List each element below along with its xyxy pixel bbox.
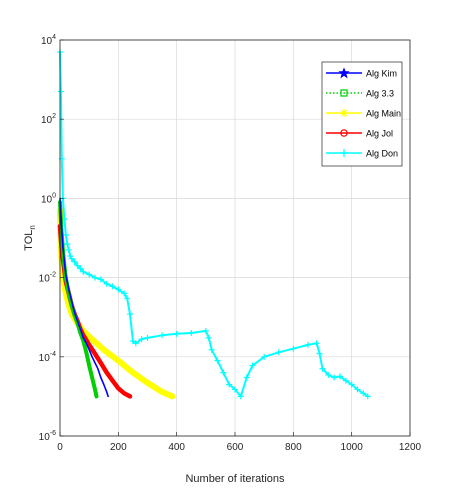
series-point-alg-don	[290, 345, 297, 352]
series-point-alg-don	[226, 381, 233, 388]
series-point-alg-don	[205, 334, 212, 341]
series-point-alg-don	[92, 274, 98, 281]
series-point-alg-don	[304, 341, 311, 348]
y-tick-exponent: 2	[52, 113, 56, 120]
y-tick-label: 102	[41, 113, 56, 126]
series-point-alg-don	[132, 340, 139, 347]
y-axis-title-main: TOL	[23, 230, 35, 251]
series-point-alg-don	[159, 332, 166, 339]
series-point-alg-don	[97, 276, 104, 283]
y-tick-base: 10	[39, 353, 51, 364]
legend-label-alg-main: Alg Main	[366, 109, 401, 119]
y-tick-base: 10	[41, 194, 53, 205]
series-layer	[57, 48, 371, 400]
x-tick-label: 1200	[399, 442, 422, 453]
y-axis-title-subscript: n	[28, 225, 37, 229]
x-axis-title: Number of iterations	[185, 473, 285, 485]
series-point-alg-don	[249, 362, 256, 369]
y-tick-base: 10	[39, 274, 51, 285]
series-point-alg-don	[208, 346, 215, 353]
y-tick-label: 10-4	[39, 351, 56, 364]
series-point-alg-don	[173, 330, 180, 337]
legend-label-alg-don: Alg Don	[366, 149, 398, 159]
x-tick-label: 200	[110, 442, 127, 453]
ticks: 0 200 400 600 800 1000 120010-610-410-21001021…	[39, 34, 422, 453]
series-point-alg-don	[342, 377, 349, 384]
y-tick-base: 10	[39, 432, 51, 443]
series-point-alg-don	[243, 374, 250, 381]
x-tick-label: 1000	[341, 442, 364, 453]
legend-marker-alg-3-3	[340, 89, 348, 97]
series-point-alg-don	[57, 88, 64, 95]
series-point-alg-don	[220, 369, 227, 376]
y-tick-base: 10	[41, 36, 53, 47]
series-point-alg-don	[319, 365, 326, 372]
series-point-alg-don	[65, 246, 72, 253]
series-point-alg-don	[64, 241, 71, 248]
series-point-alg-don	[138, 336, 145, 343]
series-point-alg-don	[360, 390, 367, 397]
y-tick-label: 10-6	[39, 430, 56, 443]
legend: Alg Kim Alg 3.3 Alg Main Alg Jol Alg Don	[321, 61, 403, 167]
series-point-alg-don	[202, 327, 209, 334]
series-point-alg-don	[115, 286, 122, 293]
series-point-alg-don	[86, 271, 93, 278]
series-point-alg-don	[68, 255, 75, 262]
series-point-alg-don	[214, 357, 221, 364]
legend-label-alg-3-3: Alg 3.3	[366, 89, 394, 99]
x-tick-label: 600	[227, 442, 244, 453]
legend-box	[321, 61, 403, 167]
series-point-alg-don	[80, 268, 87, 275]
legend-marker-alg-jol	[340, 129, 348, 137]
y-tick-exponent: -4	[50, 351, 56, 358]
y-tick-label: 104	[41, 34, 56, 47]
y-tick-label: 100	[41, 192, 56, 205]
series-point-alg-don	[237, 393, 244, 400]
series-point-alg-don	[316, 350, 323, 357]
x-tick-label: 400	[168, 442, 185, 453]
legend-label-alg-jol: Alg Jol	[366, 129, 393, 139]
series-point-alg-don	[121, 290, 128, 297]
series-point-alg-don	[354, 386, 361, 393]
series-point-alg-don	[74, 262, 81, 269]
y-tick-base: 10	[41, 115, 53, 126]
series-point-alg-don	[232, 386, 238, 393]
legend-marker-alg-don	[340, 149, 348, 157]
y-axis-title: TOLn	[23, 225, 37, 251]
legend-marker-alg-main	[340, 109, 348, 117]
series-point-alg-don	[188, 329, 195, 336]
series-point-alg-don	[337, 373, 343, 380]
legend-label-alg-kim: Alg Kim	[366, 69, 397, 79]
series-point-alg-don	[313, 340, 320, 347]
series-point-alg-don	[275, 349, 282, 356]
y-tick-exponent: -6	[50, 430, 56, 437]
series-point-alg-don	[261, 353, 268, 360]
series-point-alg-don	[77, 265, 84, 272]
series-point-alg-don	[348, 381, 355, 388]
series-point-alg-don	[103, 280, 110, 287]
series-point-alg-don	[109, 283, 116, 290]
series-point-alg-don	[364, 393, 371, 400]
series-point-alg-don	[124, 295, 131, 302]
y-tick-exponent: 0	[52, 192, 56, 199]
y-tick-label: 10-2	[39, 272, 56, 285]
y-tick-exponent: -2	[50, 272, 56, 279]
y-tick-exponent: 4	[52, 34, 56, 41]
series-point-alg-don	[127, 311, 133, 318]
series-point-alg-don	[325, 371, 332, 378]
x-tick-label: 0	[57, 442, 63, 453]
series-line-alg-kim	[59, 197, 109, 398]
legend-marker-alg-kim	[338, 67, 350, 79]
series-point-alg-don	[331, 374, 338, 381]
series-point-alg-don	[62, 231, 69, 238]
x-tick-label: 800	[285, 442, 302, 453]
series-point-alg-don	[71, 258, 78, 265]
series-point-alg-don	[144, 334, 151, 341]
